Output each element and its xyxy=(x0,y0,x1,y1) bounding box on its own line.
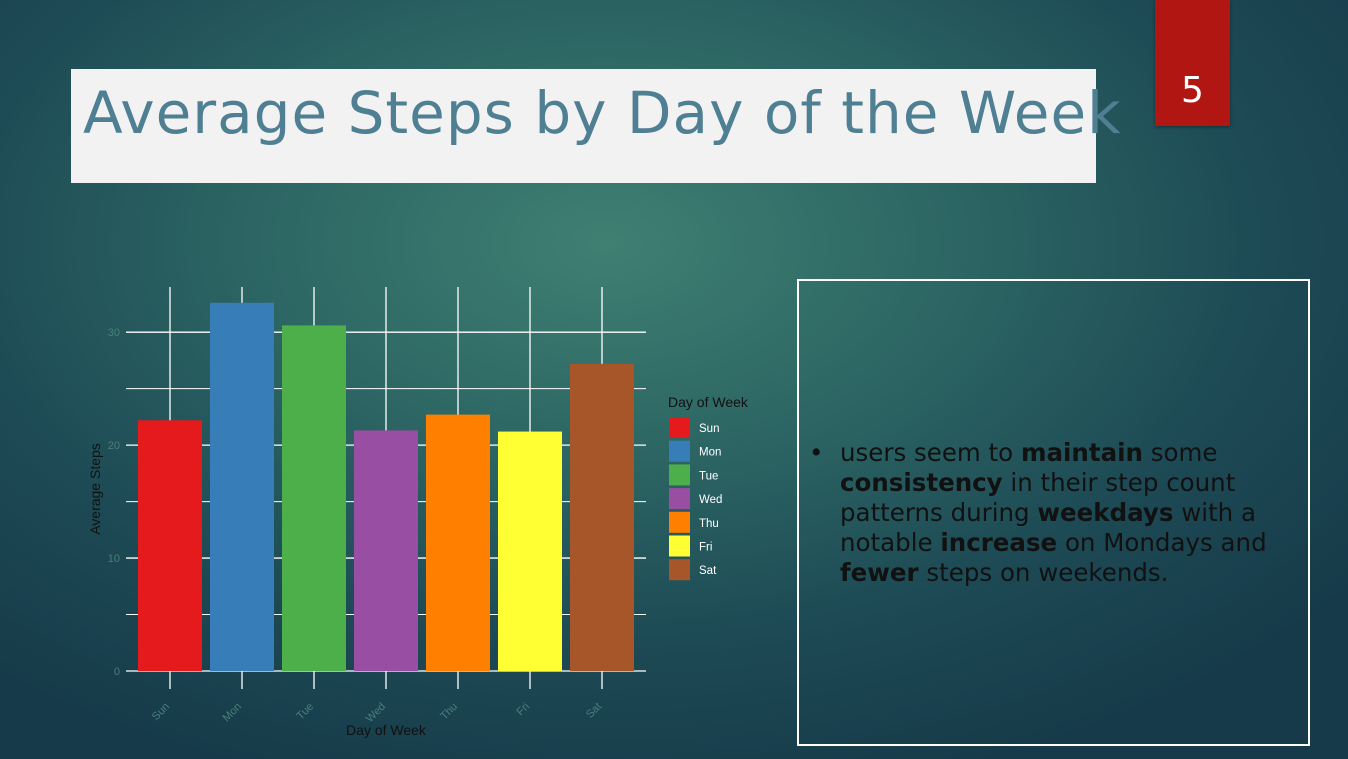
bar-mon xyxy=(210,302,274,671)
legend-label-sun: Sun xyxy=(699,423,719,435)
legend-label-tue: Tue xyxy=(699,470,718,482)
x-tick-label: Fri xyxy=(515,701,533,719)
bullet-item: • users seem to maintain some consistenc… xyxy=(809,438,1269,588)
x-tick-label: Mon xyxy=(220,701,244,725)
bullet-emphasis: maintain xyxy=(1020,438,1143,467)
legend-label-thu: Thu xyxy=(699,518,719,530)
legend-label-mon: Mon xyxy=(699,447,721,459)
bullet-text: users seem to maintain some consistency … xyxy=(840,438,1269,588)
legend-swatch-tue xyxy=(669,464,690,486)
slide-title: Average Steps by Day of the Week xyxy=(83,79,1122,147)
title-box: Average Steps by Day of the Week xyxy=(71,69,1122,183)
bullet-marker: • xyxy=(809,438,824,467)
bullet-emphasis: weekdays xyxy=(1037,498,1174,527)
y-tick-label: 20 xyxy=(108,440,120,452)
bar-sat xyxy=(570,363,634,671)
bullet-segment: users seem to xyxy=(840,438,1021,467)
bar-chart: 0 10 20 30 Sun Mon Tue Wed Thu Fri Sat Day of Week A… xyxy=(87,302,749,738)
x-tick-label: Tue xyxy=(295,701,317,723)
bullet-segment: steps on weekends. xyxy=(918,558,1169,587)
page-number-tab: 5 xyxy=(1155,0,1230,126)
bar-fri xyxy=(498,431,562,671)
bullet-emphasis: consistency xyxy=(840,468,1003,497)
bullet-segment: with a notable xyxy=(840,498,1257,557)
bar-tue xyxy=(282,325,346,671)
legend-swatch-thu xyxy=(669,511,690,533)
legend-title: Day of Week xyxy=(668,394,749,410)
bullet-segment: in their step count patterns during xyxy=(840,468,1236,527)
y-axis-label: Average Steps xyxy=(87,443,103,535)
legend-label-sat: Sat xyxy=(699,565,717,577)
legend-swatch-wed xyxy=(669,488,690,510)
page-number: 5 xyxy=(1181,70,1204,111)
x-axis-label: Day of Week xyxy=(346,722,427,738)
legend-swatch-sat xyxy=(669,559,690,581)
x-tick-label: Sun xyxy=(150,701,172,723)
bullet-segment: some xyxy=(1142,438,1218,467)
legend-swatch-fri xyxy=(669,535,690,557)
legend-swatch-sun xyxy=(669,417,690,438)
legend-label-wed: Wed xyxy=(699,494,722,506)
bar-thu xyxy=(426,414,490,671)
bar-sun xyxy=(138,420,202,671)
x-tick-label: Sat xyxy=(584,701,604,721)
bullet-emphasis: increase xyxy=(940,528,1058,557)
legend-swatch-mon xyxy=(669,440,690,462)
bullet-segment: on Mondays and xyxy=(1057,528,1267,557)
legend-label-fri: Fri xyxy=(699,542,712,554)
text-box: • users seem to maintain some consistenc… xyxy=(797,279,1310,746)
bullet-emphasis: fewer xyxy=(840,558,919,587)
bar-wed xyxy=(354,430,418,671)
y-tick-label: 10 xyxy=(108,553,120,565)
y-tick-label: 0 xyxy=(114,666,120,678)
y-tick-label: 30 xyxy=(108,327,120,339)
x-tick-label: Thu xyxy=(438,701,460,723)
